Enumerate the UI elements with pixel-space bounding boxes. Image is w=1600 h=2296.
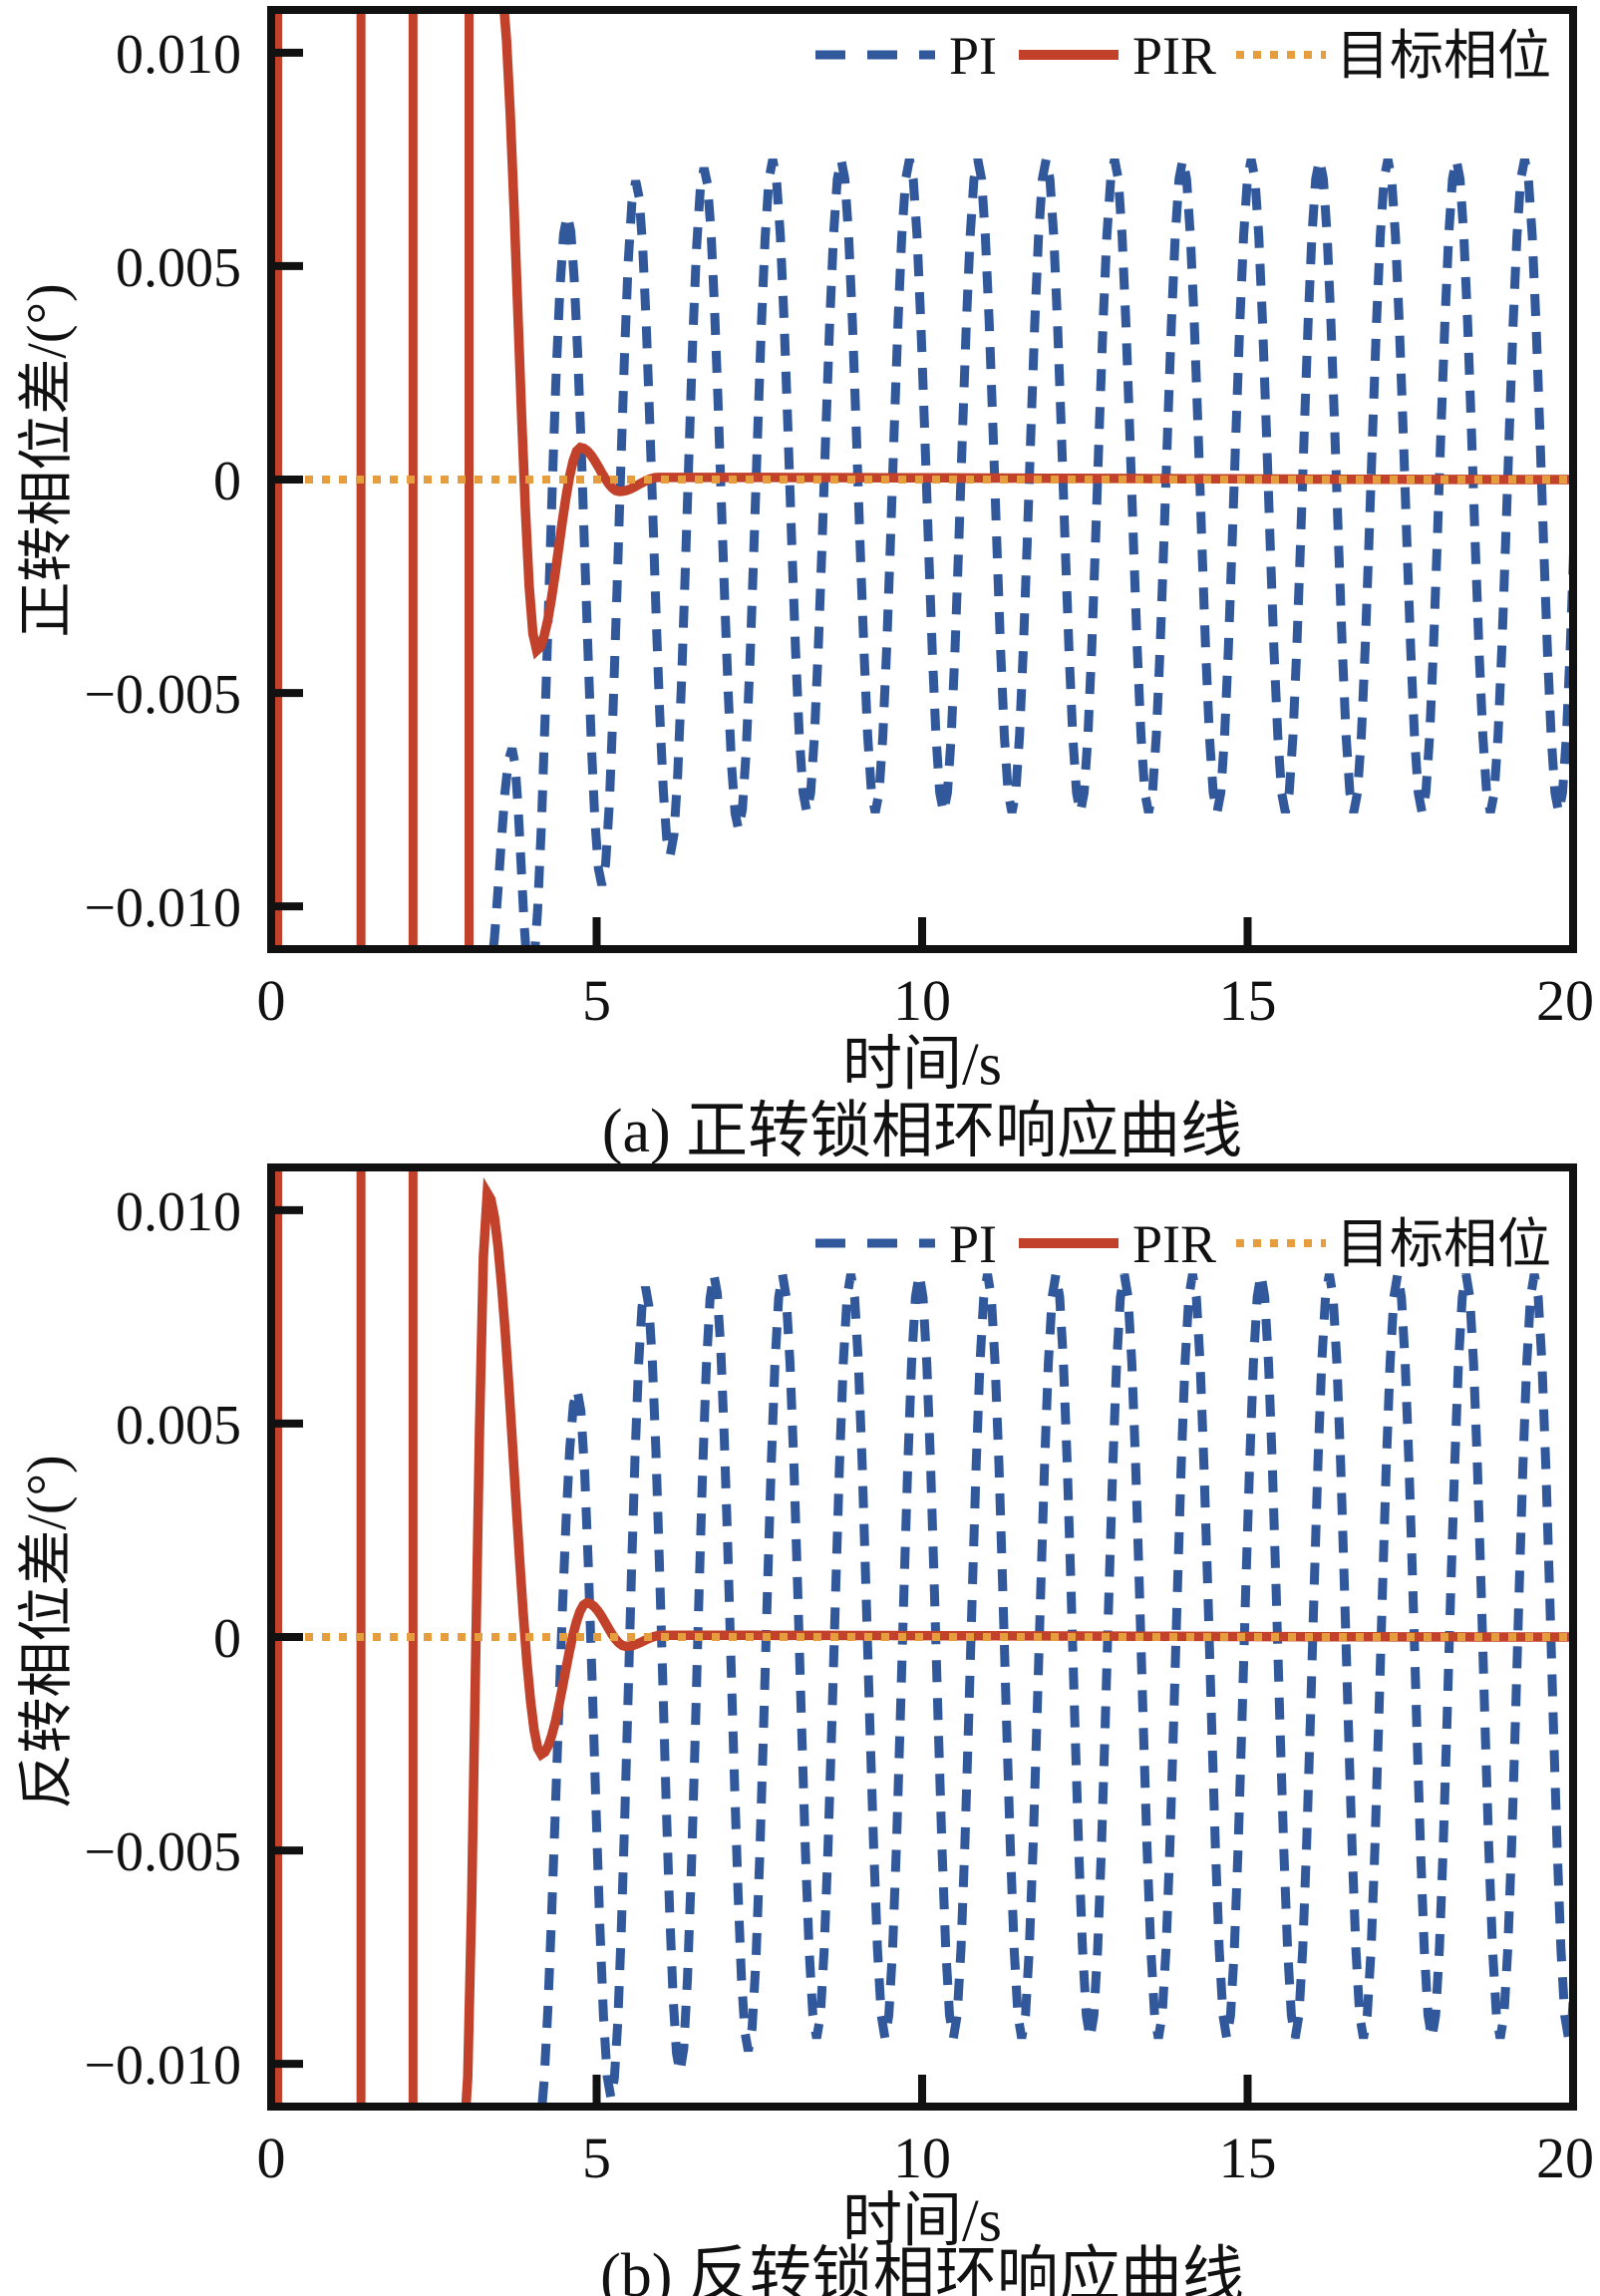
- chart-b-xlabel: 时间/s: [841, 2187, 1003, 2254]
- legend-label: PIR: [1132, 1214, 1216, 1274]
- y-tick-label: 0: [213, 451, 241, 512]
- chart-b-ylabel: 反转相位差/(°): [16, 1455, 79, 1809]
- x-tick-label: 20: [1536, 2126, 1594, 2190]
- x-tick-label: 15: [1219, 2126, 1277, 2190]
- chart-a-caption: (a) 正转锁相环响应曲线: [601, 1098, 1243, 1165]
- legend-label: PI: [949, 26, 997, 86]
- y-tick-label: −0.005: [84, 664, 241, 726]
- y-tick-label: −0.010: [84, 877, 241, 939]
- x-tick-label: 20: [1536, 968, 1594, 1033]
- x-tick-label: 5: [582, 968, 611, 1033]
- legend-label: PIR: [1132, 26, 1216, 86]
- y-tick-label: −0.010: [84, 2035, 241, 2097]
- pi-series-path: [537, 1273, 1573, 2107]
- chart-b: 0.010 0.005 0 −0.005 −0.010 0 5 10 15 20 PI PIR 目标相位: [84, 1163, 1594, 2190]
- y-tick-label: 0.010: [116, 24, 241, 86]
- legend-label: 目标相位: [1336, 1214, 1551, 1274]
- chart-a: 0.010 0.005 0 −0.005 −0.010 0 5 10 15 20 PI PIR 目标相位: [84, 6, 1594, 1033]
- x-tick-label: 0: [257, 968, 286, 1033]
- legend-label: PI: [949, 1214, 997, 1274]
- plot-border: [267, 6, 1577, 953]
- y-tick-label: 0.005: [116, 1395, 241, 1457]
- chart-a-xlabel: 时间/s: [841, 1031, 1003, 1098]
- x-tick-label: 15: [1219, 968, 1277, 1033]
- y-tick-label: 0.010: [116, 1181, 241, 1243]
- x-tick-label: 10: [893, 2126, 951, 2190]
- chart-b-caption: (b) 反转锁相环响应曲线: [600, 2242, 1244, 2296]
- x-tick-label: 10: [893, 968, 951, 1033]
- pi-series-path: [488, 159, 1573, 949]
- plot-border: [267, 1163, 1577, 2111]
- x-tick-label: 5: [582, 2126, 611, 2190]
- y-tick-label: −0.005: [84, 1821, 241, 1883]
- chart-a-ylabel: 正转相位差/(°): [16, 283, 79, 638]
- x-tick-label: 0: [257, 2126, 286, 2190]
- y-tick-label: 0: [213, 1608, 241, 1670]
- legend-label: 目标相位: [1336, 26, 1551, 86]
- y-tick-label: 0.005: [116, 237, 241, 299]
